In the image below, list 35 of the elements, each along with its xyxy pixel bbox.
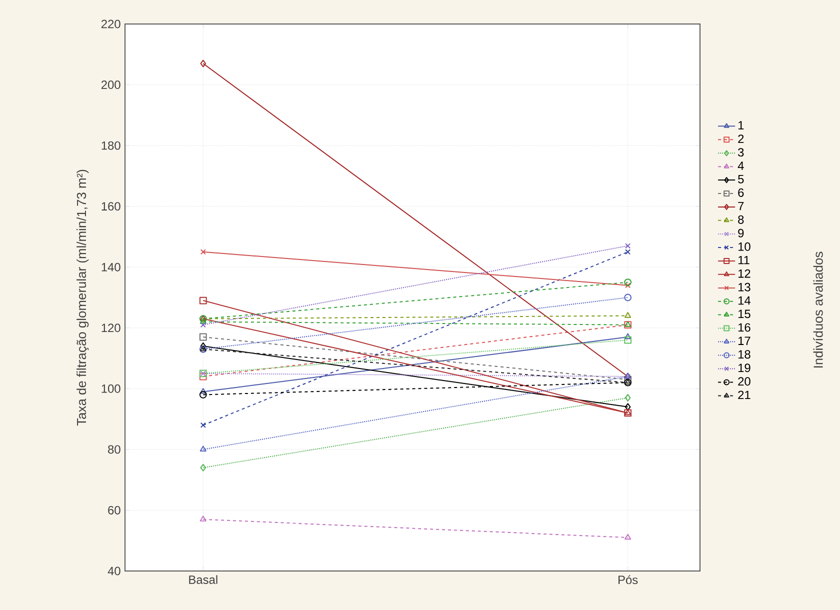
legend-label: 7	[738, 202, 744, 210]
x-tick-label: Pós	[618, 575, 638, 584]
legend-label: 13	[738, 282, 750, 292]
legend-label: 1	[738, 121, 744, 130]
y-tick-label: 80	[108, 445, 120, 454]
legend-label: 6	[738, 188, 744, 197]
legend-label: 9	[738, 228, 744, 238]
legend-label: 20	[738, 377, 750, 386]
y-tick-label: 140	[102, 262, 120, 272]
legend-label: 8	[738, 215, 744, 224]
legend-label: 19	[738, 364, 750, 372]
y-tick-label: 60	[108, 506, 120, 514]
x-tick-label: Basal	[189, 575, 218, 584]
y-tick-label: 40	[108, 566, 120, 576]
legend-label: 11	[738, 256, 750, 264]
legend-label: 14	[738, 296, 751, 305]
y-tick-label: 120	[102, 324, 120, 332]
legend-label: 17	[738, 336, 750, 345]
legend-label: 16	[738, 323, 750, 332]
legend-label: 21	[738, 390, 750, 400]
y-tick-label: 220	[101, 20, 120, 28]
y-tick-label: 180	[102, 141, 120, 150]
legend-label: 2	[738, 134, 744, 143]
legend-label: 5	[738, 175, 744, 184]
legend-label: 12	[738, 269, 750, 278]
legend-label: 18	[738, 350, 750, 359]
y-tick-label: 100	[102, 384, 120, 393]
legend-title: Indivíduos avaliados	[813, 252, 823, 368]
legend-label: 15	[738, 310, 750, 318]
y-tick-label: 200	[101, 80, 120, 89]
legend-label: 10	[738, 242, 750, 251]
legend-label: 3	[738, 148, 744, 157]
y-tick-label: 160	[102, 202, 120, 211]
y-axis-title: Taxa de filtração glomerular (ml/min/1,73 m²)	[76, 170, 89, 426]
legend-label: 4	[738, 162, 744, 170]
